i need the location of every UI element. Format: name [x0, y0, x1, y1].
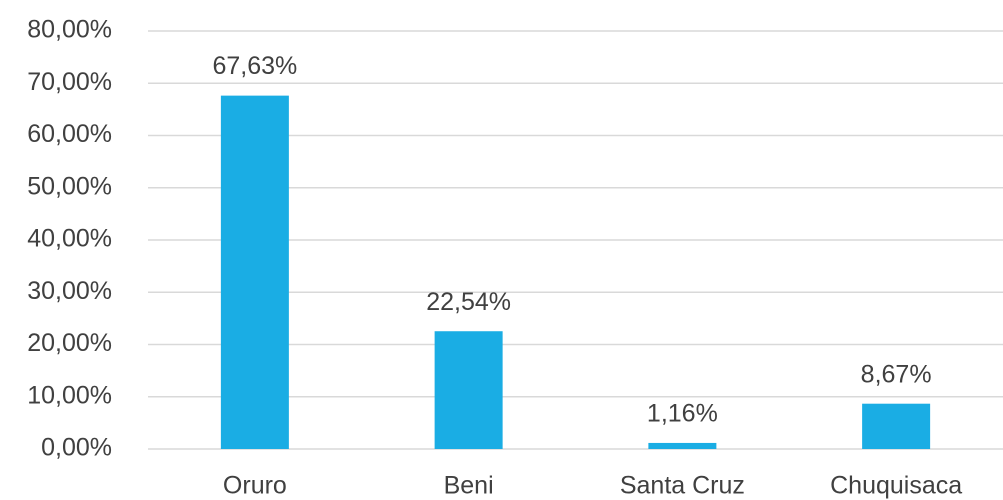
x-tick-label: Santa Cruz [620, 472, 745, 500]
y-tick-label: 20,00% [27, 329, 112, 357]
y-tick-label: 0,00% [41, 434, 112, 462]
y-tick-label: 60,00% [27, 120, 112, 148]
bar [648, 442, 717, 449]
bar [434, 331, 503, 449]
data-label: 22,54% [426, 288, 511, 316]
x-tick-label: Oruro [223, 472, 287, 500]
data-label: 8,67% [861, 360, 932, 388]
y-tick-label: 30,00% [27, 277, 112, 305]
y-tick-label: 70,00% [27, 68, 112, 96]
bar [220, 95, 289, 450]
y-tick-label: 50,00% [27, 172, 112, 200]
x-tick-label: Beni [444, 472, 494, 500]
data-label: 1,16% [647, 400, 718, 428]
data-label: 67,63% [212, 52, 297, 80]
y-tick-label: 40,00% [27, 225, 112, 253]
y-tick-label: 10,00% [27, 381, 112, 409]
bar [862, 403, 931, 449]
y-tick-label: 80,00% [27, 16, 112, 44]
x-tick-label: Chuquisaca [830, 472, 962, 500]
